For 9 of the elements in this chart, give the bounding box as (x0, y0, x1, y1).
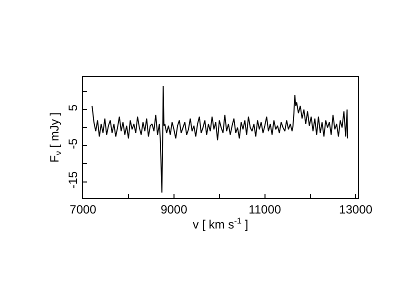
y-tick-label: 5 (66, 104, 80, 112)
x-tick-label: 7000 (70, 202, 97, 216)
x-tick-label: 9000 (160, 202, 188, 216)
x-tick-label: 11000 (248, 202, 282, 216)
line-series (92, 86, 348, 194)
y-tick-label: -5 (66, 138, 80, 150)
y-tick-label: -15 (66, 170, 80, 189)
x-axis-title: v [ km s$^{-1}$ ] (192, 215, 248, 232)
x-tick-label: 13000 (339, 202, 373, 216)
